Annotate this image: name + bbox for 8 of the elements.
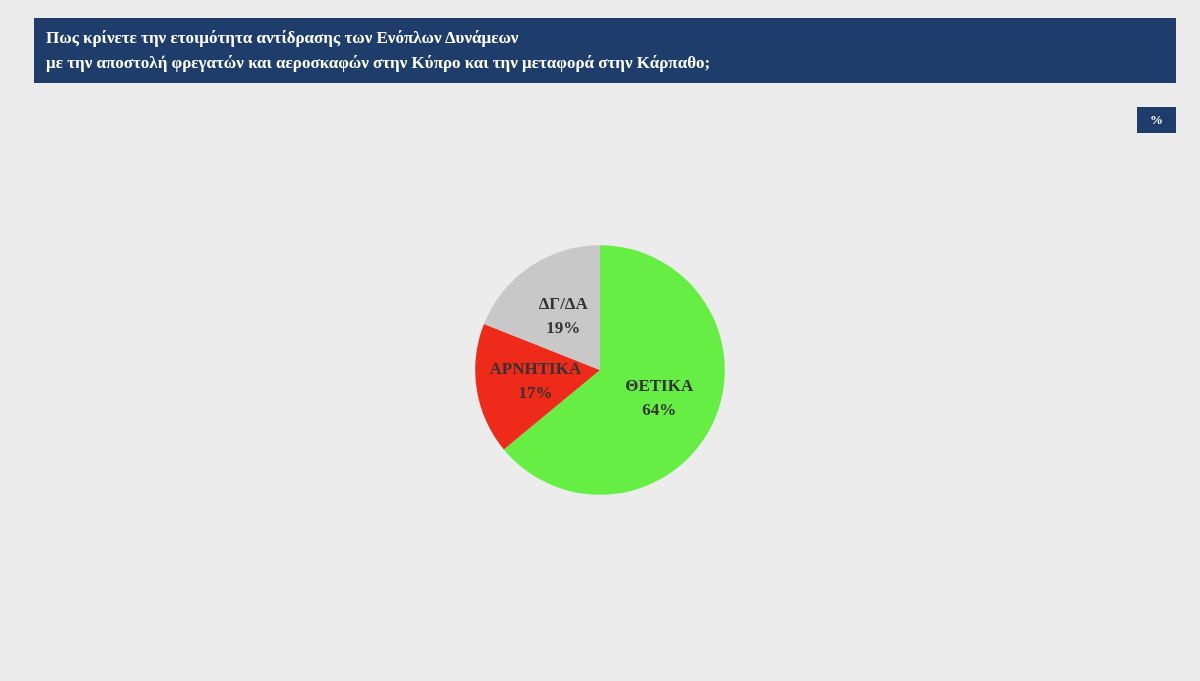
slice-label: ΑΡΝΗΤΙΚΑ [489,358,582,378]
slice-label: ΔΓ/ΔΑ [538,294,589,314]
text: % [1137,107,1176,133]
data-label: 17% [518,382,553,402]
slice-label: ΘΕΤΙΚΑ [625,376,694,396]
chart-title: Πως κρίνετε την ετοιμότητα αντίδρασης των Ενόπλων Δυνάμεων με την αποστολή φρεγατών και αεροσκαφών στην Κύπρο και την μεταφορά στην Κάρπαθο; [34,18,1176,84]
data-label: 64% [642,400,677,420]
data-label: 19% [546,318,581,338]
